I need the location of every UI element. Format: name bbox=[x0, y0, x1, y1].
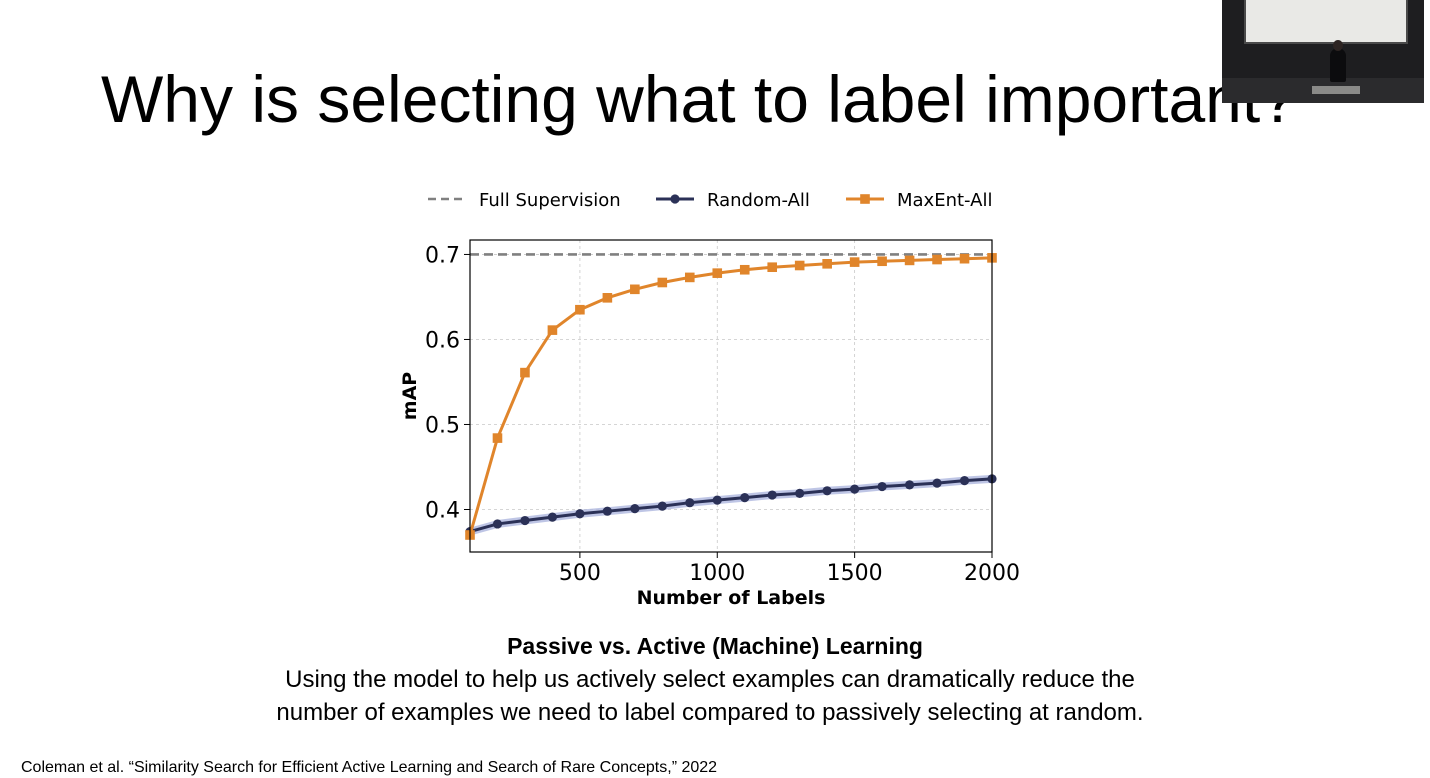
maxent-all-point bbox=[959, 253, 970, 264]
maxent-all-point bbox=[684, 272, 695, 283]
random-all-point bbox=[492, 519, 503, 529]
random-all-point bbox=[822, 486, 832, 496]
random-all-point bbox=[795, 488, 805, 498]
y-tick-label: 0.7 bbox=[425, 243, 460, 268]
maxent-all-point bbox=[630, 284, 640, 295]
y-tick-label: 0.6 bbox=[425, 328, 460, 353]
random-all-point bbox=[547, 512, 558, 522]
x-tick-label: 500 bbox=[559, 561, 601, 586]
plot-frame bbox=[469, 239, 993, 553]
random-all-point bbox=[657, 501, 667, 511]
maxent-all-point bbox=[492, 433, 503, 443]
legend-label: Random-All bbox=[707, 190, 810, 211]
maxent-all-point bbox=[794, 260, 805, 271]
x-tick-label: 2000 bbox=[964, 561, 1020, 586]
chart-grid bbox=[470, 240, 993, 552]
y-tick-label: 0.4 bbox=[425, 498, 460, 523]
maxent-all-point bbox=[849, 257, 860, 267]
random-all-point bbox=[602, 506, 612, 516]
random-all-point bbox=[904, 480, 915, 490]
random-all-point bbox=[740, 492, 750, 503]
y-axis-label: mAP bbox=[399, 372, 421, 421]
chart-legend: Full Supervision Random-All MaxEnt-All bbox=[428, 190, 992, 211]
maxent-all-point bbox=[520, 367, 530, 378]
x-axis-label: Number of Labels bbox=[637, 587, 826, 609]
legend-marker bbox=[860, 194, 870, 204]
slide-title: Why is selecting what to label important… bbox=[101, 62, 1297, 136]
random-all-point bbox=[877, 481, 887, 492]
random-all-confidence-band bbox=[470, 474, 992, 536]
legend-item-full-supervision: Full Supervision bbox=[428, 190, 621, 211]
legend-label: MaxEnt-All bbox=[897, 190, 992, 211]
legend-item-maxent-all: MaxEnt-All bbox=[846, 190, 992, 211]
legend-marker bbox=[670, 194, 680, 204]
maxent-all-point bbox=[575, 304, 585, 315]
caption-line-1: Using the model to help us actively sele… bbox=[285, 666, 1135, 693]
maxent-all-point bbox=[602, 293, 613, 303]
x-tick-label: 1000 bbox=[689, 561, 745, 586]
maxent-all-line bbox=[468, 256, 993, 536]
x-tick-label: 1500 bbox=[827, 561, 883, 586]
caption-line-2: number of examples we need to label comp… bbox=[276, 699, 1144, 726]
random-all-point bbox=[850, 484, 860, 494]
random-all-point bbox=[520, 515, 530, 526]
maxent-all-point bbox=[657, 277, 668, 288]
random-all-point bbox=[630, 504, 640, 514]
maxent-all-point bbox=[739, 264, 750, 275]
random-all-point bbox=[712, 495, 722, 505]
maxent-all-point bbox=[877, 256, 887, 267]
maxent-all-point bbox=[547, 325, 558, 335]
maxent-all-point bbox=[822, 259, 832, 269]
random-all-point bbox=[959, 475, 970, 486]
legend-item-random-all: Random-All bbox=[656, 190, 810, 211]
random-all-point bbox=[685, 498, 695, 508]
presenter-webcam-thumbnail bbox=[1222, 0, 1424, 103]
y-tick-label: 0.5 bbox=[425, 413, 460, 438]
chart-ticks: 0.4 0.5 0.6 0.7 500 1000 1500 2000 bbox=[425, 243, 1020, 586]
chart-series-layer bbox=[465, 253, 997, 540]
caption-title: Passive vs. Active (Machine) Learning bbox=[507, 633, 923, 659]
maxent-all-point bbox=[904, 255, 915, 266]
random-all-point bbox=[932, 478, 942, 488]
maxent-all-point bbox=[767, 262, 778, 273]
random-all-point bbox=[575, 509, 585, 519]
random-all-point bbox=[767, 490, 777, 500]
legend-label: Full Supervision bbox=[479, 190, 621, 211]
maxent-all-point bbox=[932, 254, 942, 265]
maxent-all-point bbox=[712, 268, 723, 278]
citation: Coleman et al. “Similarity Search for Ef… bbox=[21, 759, 718, 776]
